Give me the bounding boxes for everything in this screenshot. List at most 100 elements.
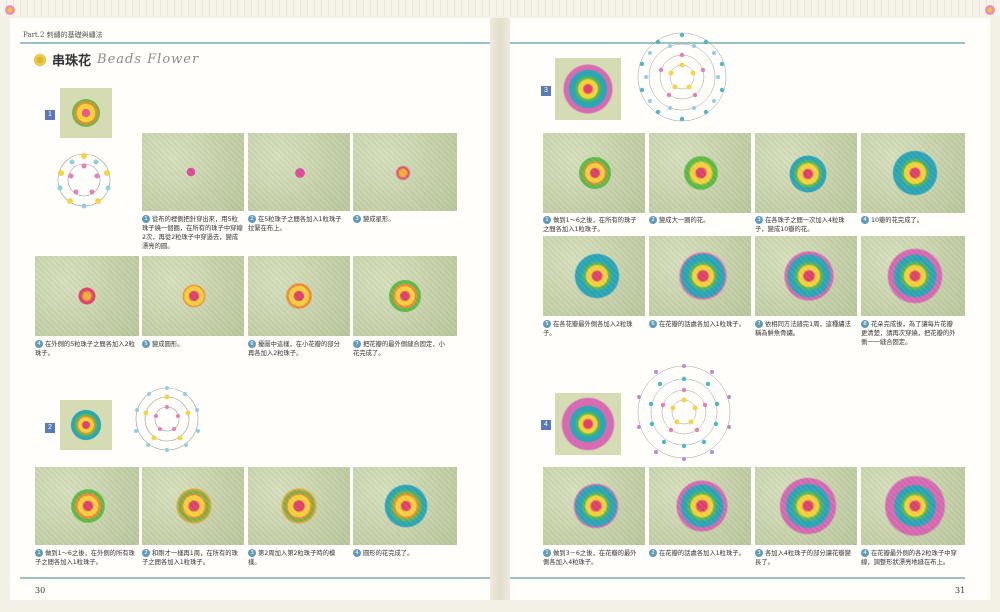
section-number: 1 <box>45 110 55 120</box>
caption-text: 在花瓣的話處各加入1粒珠子。 <box>659 321 745 328</box>
header-rule <box>20 42 490 44</box>
step-caption: 1 從布的裡側把針穿出來，用5粒珠子繞一個圈，在所有的珠子中穿線2次，再從2粒珠子… <box>142 215 244 251</box>
step-caption: 4 圓形的花完成了。 <box>353 549 451 558</box>
step-caption: 2 變成大一圈的花。 <box>649 216 747 225</box>
caption-text: 在花瓣的話處各加入1粒珠子。 <box>659 550 745 557</box>
step-number: 3 <box>755 216 763 224</box>
top-border <box>0 0 1000 16</box>
long-petal-bead-diagram <box>637 364 731 461</box>
round-bead-diagram <box>134 386 200 452</box>
step-photo <box>543 467 645 545</box>
step-caption: 2 和剛才一樣再1周，在所有的珠子之間各加入1粒珠子。 <box>142 549 240 567</box>
page-number-right: 31 <box>955 586 966 595</box>
step-photo <box>353 133 457 211</box>
caption-text: 變成圓形。 <box>152 341 184 348</box>
caption-text: 做到1～6之後，在所有的珠子之間各加入1粒珠子。 <box>543 217 637 233</box>
step-caption: 5 在各花瓣最外側各加入2粒珠子。 <box>543 320 641 338</box>
caption-text: 各加入4粒珠子的部分讓花瓣變長了。 <box>755 550 851 566</box>
step-caption: 1 做到1～6之後，在所有的珠子之間各加入1粒珠子。 <box>543 216 641 234</box>
caption-text: 做到3－6之後，在花瓣的最外側各加入4粒珠子。 <box>543 550 637 566</box>
step-number: 3 <box>248 549 256 557</box>
step-photo <box>861 467 965 545</box>
caption-text: 在外側的5粒珠子之間各加入2粒珠子。 <box>35 341 135 357</box>
step-number: 1 <box>142 215 150 223</box>
step-number: 4 <box>35 340 43 348</box>
caption-text: 變成星形。 <box>363 216 395 223</box>
step-photo <box>353 467 457 545</box>
ten-petal-bead-diagram <box>637 32 727 122</box>
caption-text: 做到1～6之後，在外側的所有珠子之間各加入1粒珠子。 <box>35 550 135 566</box>
step-caption: 6 在花瓣的話處各加入1粒珠子。 <box>649 320 747 329</box>
caption-text: 在5粒珠子之間各加入1粒珠子拉緊在布上。 <box>248 216 342 232</box>
step-number: 1 <box>543 216 551 224</box>
step-caption: 5 變成圓形。 <box>142 340 240 349</box>
caption-text: 依相同方法縫完1周，這種繡法稱為鮮魚骨繡。 <box>755 321 851 337</box>
caption-text: 從布的裡側把針穿出來，用5粒珠子繞一個圈，在所有的珠子中穿線2次，再從2粒珠子中… <box>142 216 243 250</box>
step-caption: 4 在花瓣最外側的各2粒珠子中穿線，調整形狀漂亮地縫在布上。 <box>861 549 961 567</box>
caption-text: 在各珠子之間一次加入4粒珠子，變成10瓣的花。 <box>755 217 845 233</box>
caption-text: 花朵完成後，為了讓每片花瓣更清楚，請再次穿繞，把花瓣的外側一一縫合固定。 <box>861 321 956 346</box>
step-caption: 1 做到3－6之後，在花瓣的最外側各加入4粒珠子。 <box>543 549 641 567</box>
step-number: 4 <box>353 549 361 557</box>
step-number: 4 <box>861 216 869 224</box>
step-caption: 3 各加入4粒珠子的部分讓花瓣變長了。 <box>755 549 853 567</box>
step-number: 2 <box>649 549 657 557</box>
step-photo <box>248 256 350 336</box>
step-number: 8 <box>861 320 869 328</box>
caption-text: 在各花瓣最外側各加入2粒珠子。 <box>543 321 633 337</box>
step-number: 1 <box>543 549 551 557</box>
step-caption: 3 變成星形。 <box>353 215 451 224</box>
step-caption: 7 把花瓣的最外側縫合固定，小花完成了。 <box>353 340 448 358</box>
step-number: 6 <box>649 320 657 328</box>
section-number: 3 <box>541 86 551 96</box>
step-photo <box>649 236 751 316</box>
section-number: 2 <box>45 423 55 433</box>
caption-text: 10瓣的花完成了。 <box>871 217 924 224</box>
step-number: 7 <box>755 320 763 328</box>
page-number-left: 30 <box>35 586 46 595</box>
step-photo <box>142 133 244 211</box>
step-photo <box>755 467 857 545</box>
step-caption: 2 在5粒珠子之間各加入1粒珠子拉緊在布上。 <box>248 215 346 233</box>
header-rule <box>510 42 965 44</box>
page-title: 串珠花 Beads Flower <box>34 50 199 69</box>
step-photo <box>353 256 457 336</box>
caption-text: 擾圖中這樣，在小花瓣的部分再各加入2粒珠子。 <box>248 341 340 357</box>
caption-text: 在花瓣最外側的各2粒珠子中穿線，調整形狀漂亮地縫在布上。 <box>861 550 957 566</box>
step-photo <box>142 256 244 336</box>
step-number: 5 <box>543 320 551 328</box>
book-gutter <box>490 18 510 600</box>
flower-ornament-icon <box>984 4 996 16</box>
title-english: Beads Flower <box>97 52 200 67</box>
bead-bullet-icon <box>34 53 46 66</box>
caption-text: 和剛才一樣再1周，在所有的珠子之間各加入1粒珠子。 <box>142 550 238 566</box>
caption-text: 第2周加入第2粒珠子時的模樣。 <box>248 550 336 566</box>
step-photo <box>755 133 857 213</box>
step-photo <box>35 256 139 336</box>
caption-text: 圓形的花完成了。 <box>363 550 414 557</box>
step-number: 2 <box>248 215 256 223</box>
flower-ornament-icon <box>4 4 16 16</box>
step-number: 5 <box>142 340 150 348</box>
step-caption: 4 在外側的5粒珠子之間各加入2粒珠子。 <box>35 340 139 358</box>
finished-flower-photo <box>555 58 621 120</box>
step-photo <box>649 133 751 213</box>
step-photo <box>142 467 244 545</box>
footer-rule <box>510 577 965 579</box>
footer-rule <box>20 577 490 579</box>
step-number: 4 <box>861 549 869 557</box>
step-number: 3 <box>353 215 361 223</box>
finished-flower-photo <box>60 88 112 138</box>
step-photo <box>755 236 857 316</box>
step-caption: 3 第2周加入第2粒珠子時的模樣。 <box>248 549 346 567</box>
step-number: 1 <box>35 549 43 557</box>
step-photo <box>543 236 645 316</box>
step-photo <box>649 467 751 545</box>
step-photo <box>248 133 350 211</box>
step-photo <box>543 133 645 213</box>
caption-text: 變成大一圈的花。 <box>659 217 710 224</box>
step-caption: 7 依相同方法縫完1周，這種繡法稱為鮮魚骨繡。 <box>755 320 853 338</box>
step-number: 2 <box>142 549 150 557</box>
section-number: 4 <box>541 420 551 430</box>
finished-flower-photo <box>555 393 621 455</box>
